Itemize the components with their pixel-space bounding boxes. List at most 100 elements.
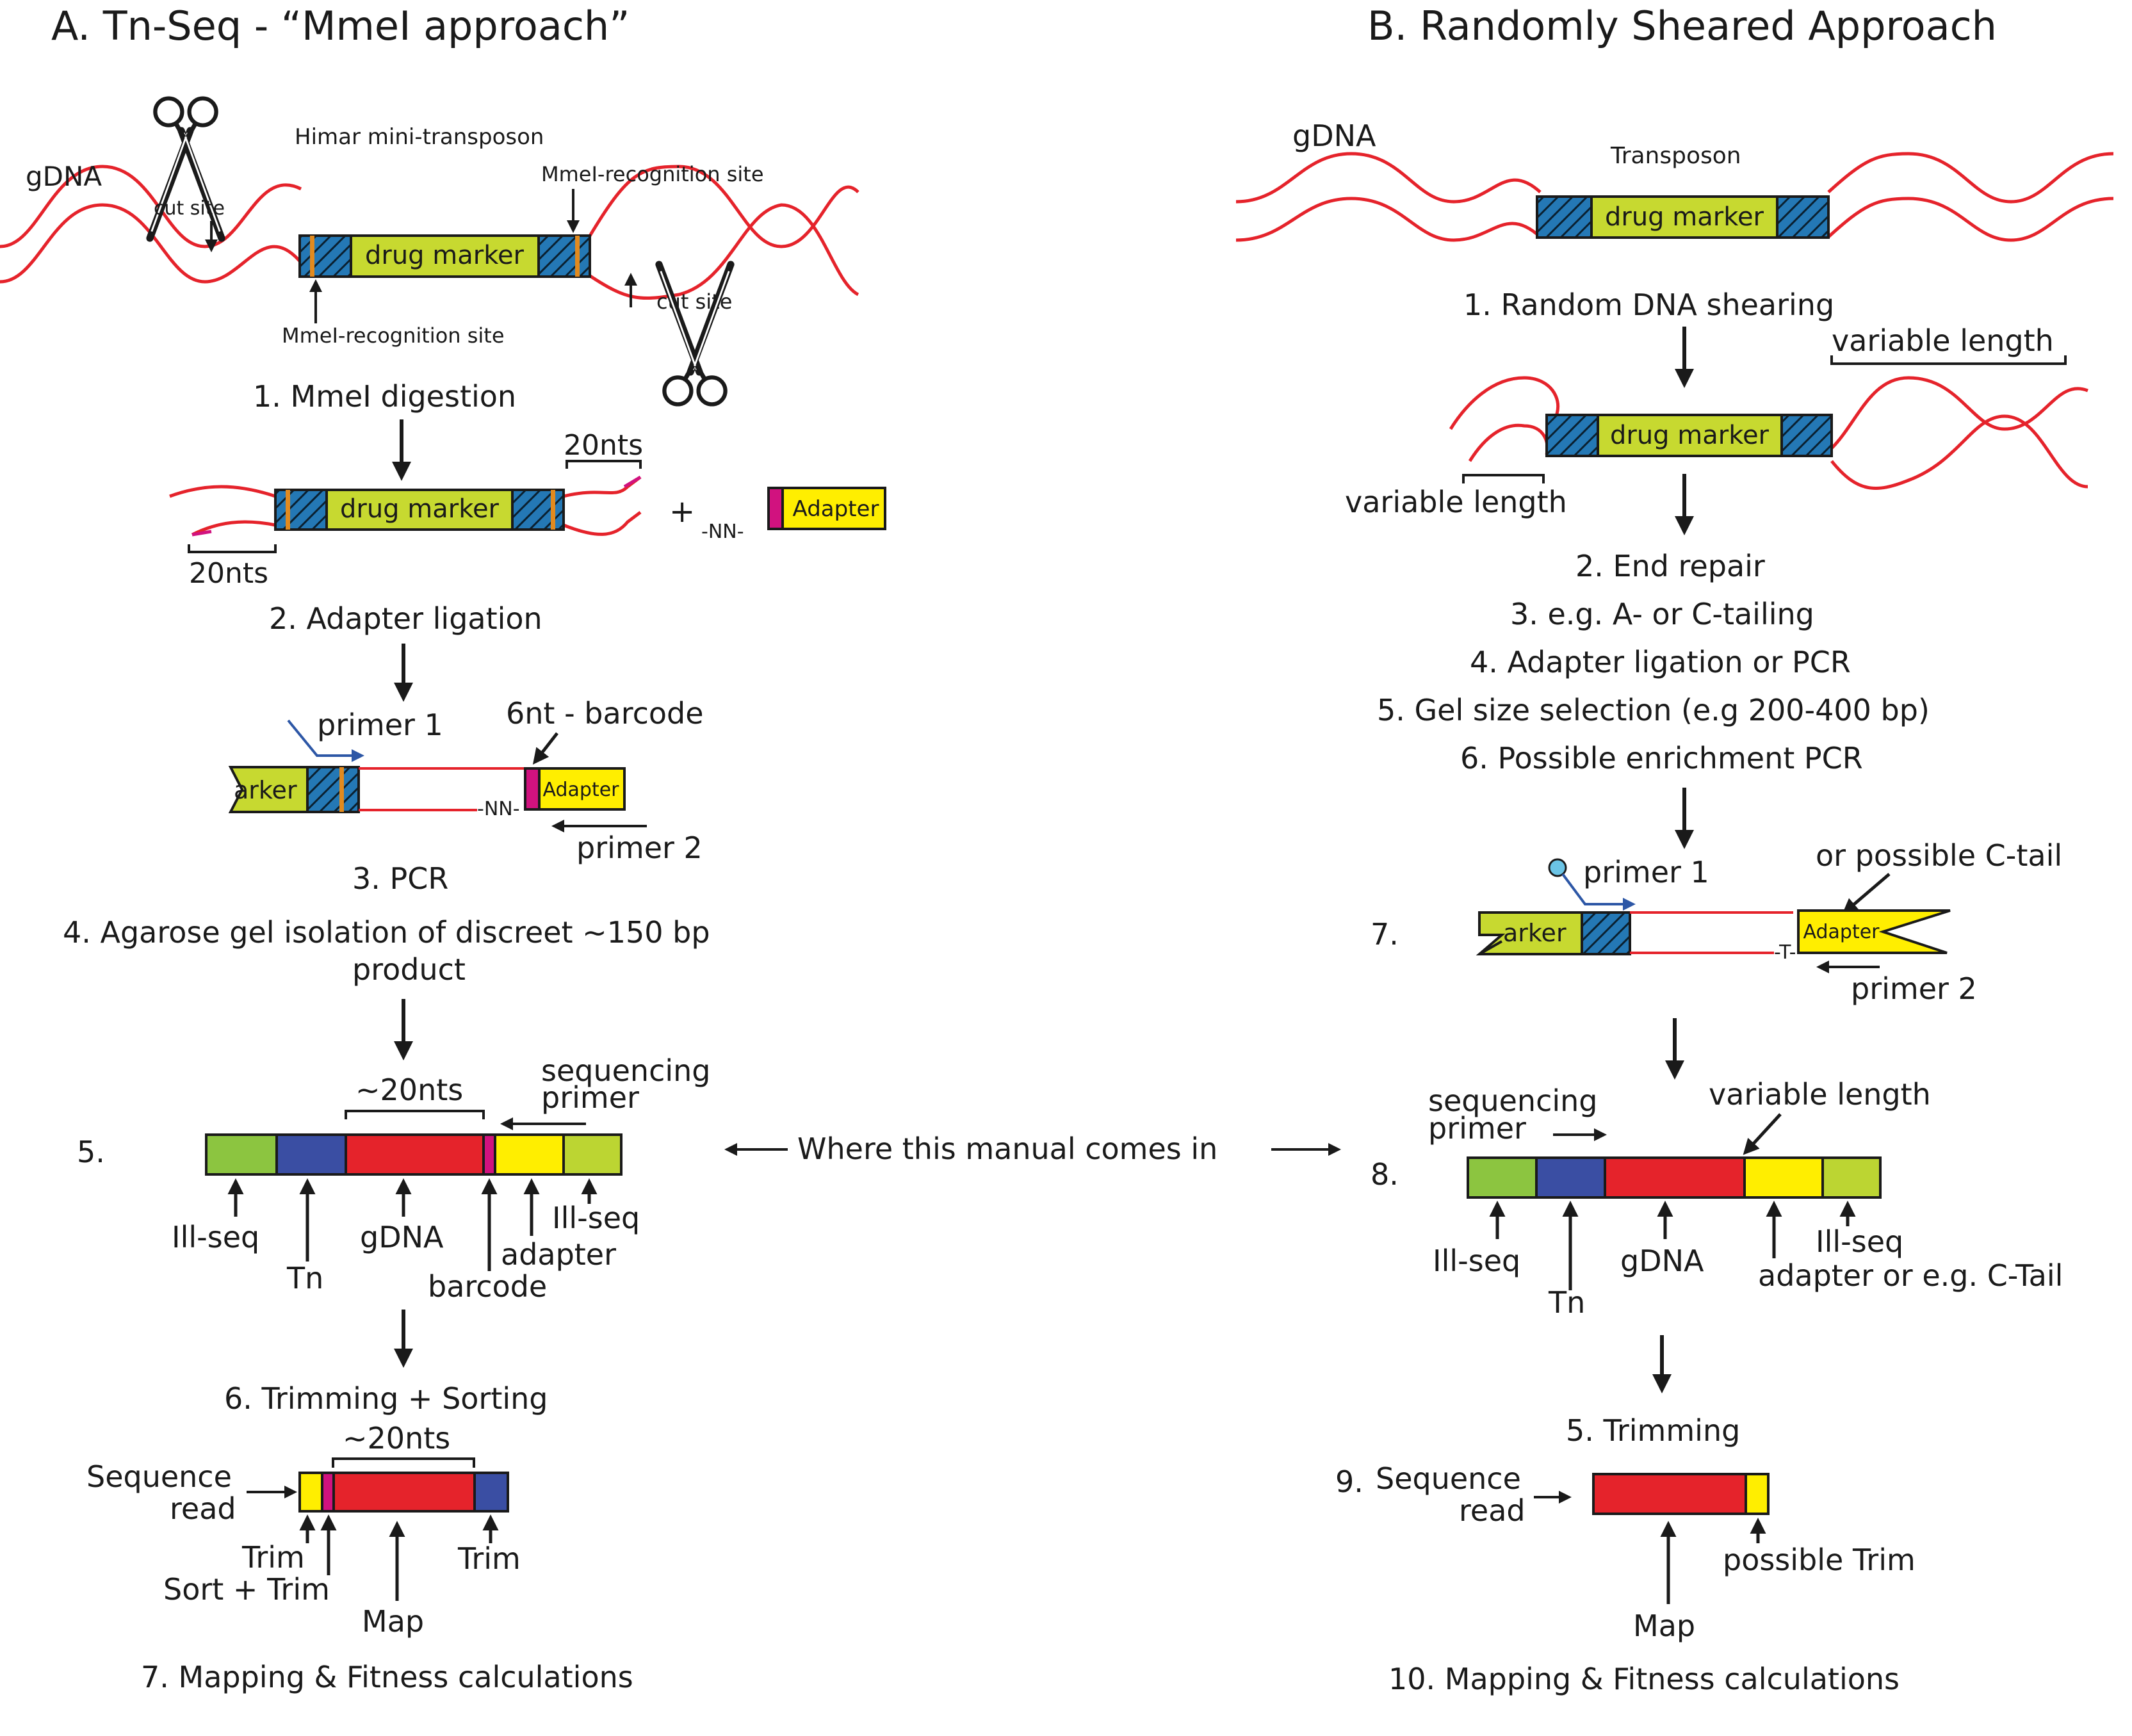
sheared-construct-b: drug marker bbox=[1545, 414, 1833, 457]
panel-a: A. Tn-Seq - “MmeI approach” gDNA Himar m… bbox=[0, 3, 886, 1694]
trimmed-read-b bbox=[1592, 1473, 1770, 1515]
trim-left-label: Trim bbox=[241, 1540, 305, 1575]
mmei-site-top-label: MmeI-recognition site bbox=[541, 162, 764, 186]
variable-bottom-bracket bbox=[1462, 474, 1545, 483]
step2-adapter-ligation: 2. Adapter ligation bbox=[269, 601, 542, 636]
step6-enrichment: 6. Possible enrichment PCR bbox=[1460, 741, 1863, 775]
seq-primer-label-b2: primer bbox=[1428, 1111, 1526, 1146]
drug-marker-label-b1: drug marker bbox=[1605, 202, 1764, 232]
nn-adapter-label: -NN- bbox=[701, 521, 744, 543]
step8-label: 8. bbox=[1371, 1157, 1399, 1192]
sheared-right-bottom bbox=[1830, 414, 2088, 490]
lbl-gdna-b: gDNA bbox=[1620, 1244, 1704, 1278]
variable-seq-arrow bbox=[1743, 1113, 1782, 1155]
adapter-box-1 bbox=[767, 487, 886, 530]
middle-connector: Where this manual comes in bbox=[724, 1132, 1341, 1166]
nts-20-read-bracket bbox=[332, 1457, 475, 1468]
primer2-label: primer 2 bbox=[576, 831, 703, 865]
step1-mmei-digestion: 1. MmeI digestion bbox=[253, 379, 516, 414]
sort-trim-label: Sort + Trim bbox=[163, 1572, 330, 1607]
variable-bottom-label: variable length bbox=[1345, 485, 1567, 519]
lbl-adapter-ctail: adapter or e.g. C-Tail bbox=[1758, 1258, 2063, 1293]
nts-top-label: 20nts bbox=[564, 429, 643, 462]
lbl-tn-a: Tn bbox=[286, 1261, 323, 1295]
nts-top-bracket bbox=[566, 460, 642, 469]
step10-mapping-fitness: 10. Mapping & Fitness calculations bbox=[1388, 1662, 1900, 1696]
map-label-a: Map bbox=[362, 1604, 424, 1639]
nts-20-read-label: ~20nts bbox=[343, 1421, 450, 1456]
step3-tailing: 3. e.g. A- or C-tailing bbox=[1510, 597, 1814, 631]
primer-cap-icon bbox=[1548, 858, 1567, 877]
primer1-label: primer 1 bbox=[317, 708, 443, 742]
gdna-wave-bottom-left bbox=[0, 203, 302, 284]
sheared-right-top bbox=[1830, 376, 2088, 450]
map-label-b: Map bbox=[1633, 1609, 1695, 1643]
scissors-icon-2 bbox=[659, 264, 731, 404]
gdna-label: gDNA bbox=[26, 161, 102, 192]
lbl-illseq-right-b: Ill-seq bbox=[1816, 1224, 1903, 1259]
ctail-arrow bbox=[1842, 873, 1891, 915]
lbl-illseq-right-a: Ill-seq bbox=[552, 1201, 640, 1235]
frag-left-bottom bbox=[191, 520, 276, 537]
frag-right-top bbox=[563, 476, 642, 498]
possible-trim-label: possible Trim bbox=[1723, 1543, 1916, 1577]
primer1-label-b: primer 1 bbox=[1583, 855, 1709, 889]
seq-primer-label-2: primer bbox=[541, 1080, 639, 1115]
gdna-label-b: gDNA bbox=[1292, 118, 1376, 153]
pcr-marker-box bbox=[228, 766, 309, 813]
lbl-adapter-a: adapter bbox=[501, 1237, 616, 1272]
read-construct-a bbox=[205, 1133, 623, 1176]
panel-a-title: A. Tn-Seq - “MmeI approach” bbox=[51, 3, 630, 49]
gdna-wave-b-left-top bbox=[1235, 152, 1542, 204]
transposon-construct: drug marker bbox=[298, 234, 591, 278]
arker-label-b: arker bbox=[1503, 919, 1566, 947]
primer1-arrow bbox=[287, 719, 364, 762]
plus-sign: + bbox=[669, 494, 695, 530]
seq-read-label-1-b: Sequence bbox=[1376, 1461, 1521, 1496]
drug-marker-label-b2: drug marker bbox=[1610, 421, 1770, 450]
gdna-wave-top-right bbox=[587, 165, 859, 248]
lbl-gdna-a: gDNA bbox=[360, 1220, 444, 1254]
nts-bottom-bracket bbox=[188, 544, 277, 553]
panel-b-title: B. Randomly Sheared Approach bbox=[1367, 3, 1997, 49]
drug-marker-label-2: drug marker bbox=[340, 494, 500, 524]
seq-read-label-2-a: read bbox=[170, 1491, 236, 1526]
nts-20-seq-bracket bbox=[345, 1110, 485, 1119]
gdna-wave-b-right-top bbox=[1827, 152, 2114, 204]
step4-adapter-pcr: 4. Adapter ligation or PCR bbox=[1470, 645, 1851, 679]
step5-trimming-b: 5. Trimming bbox=[1566, 1413, 1740, 1448]
barcode-arrow bbox=[532, 732, 558, 765]
mmei-site-bottom-label: MmeI-recognition site bbox=[282, 323, 505, 348]
nts-20-seq-label: ~20nts bbox=[355, 1073, 463, 1107]
sheared-left-bottom bbox=[1468, 423, 1549, 462]
ctail-label: or possible C-tail bbox=[1816, 838, 2062, 873]
step3-pcr: 3. PCR bbox=[352, 861, 448, 896]
frag-left-top bbox=[169, 485, 276, 498]
seq-read-label-1-a: Sequence bbox=[86, 1459, 232, 1494]
seq-primer-label-1: sequencing bbox=[541, 1053, 711, 1088]
lbl-illseq-left-a: Ill-seq bbox=[172, 1220, 259, 1254]
nn-pcr-label: -NN- bbox=[477, 798, 520, 820]
transposon-label-b: Transposon bbox=[1610, 143, 1741, 169]
trimmed-read-a bbox=[298, 1472, 509, 1513]
arker-label: arker bbox=[234, 776, 297, 804]
sheared-left-top bbox=[1449, 376, 1559, 430]
primer2-label-b: primer 2 bbox=[1851, 971, 1977, 1006]
step6-trimming-sorting: 6. Trimming + Sorting bbox=[224, 1381, 548, 1416]
step7-label-b: 7. bbox=[1371, 917, 1399, 952]
step2-end-repair: 2. End repair bbox=[1575, 549, 1765, 583]
step5-label: 5. bbox=[77, 1135, 105, 1169]
variable-top-label: variable length bbox=[1832, 323, 2054, 358]
lbl-tn-b: Tn bbox=[1548, 1285, 1585, 1320]
adapter-box-b bbox=[1797, 909, 1951, 954]
lbl-barcode-a: barcode bbox=[428, 1269, 547, 1304]
digested-construct: drug marker bbox=[274, 489, 565, 531]
adapter-label-1: Adapter bbox=[793, 496, 879, 522]
adapter-label-2: Adapter bbox=[542, 779, 619, 801]
read-construct-b bbox=[1467, 1156, 1882, 1199]
panel-b: B. Randomly Sheared Approach gDNA Transp… bbox=[1235, 3, 2114, 1696]
drug-marker-label-1: drug marker bbox=[365, 241, 525, 270]
transposon-construct-b: drug marker bbox=[1536, 195, 1830, 239]
step1-random-shearing: 1. Random DNA shearing bbox=[1463, 288, 1834, 322]
